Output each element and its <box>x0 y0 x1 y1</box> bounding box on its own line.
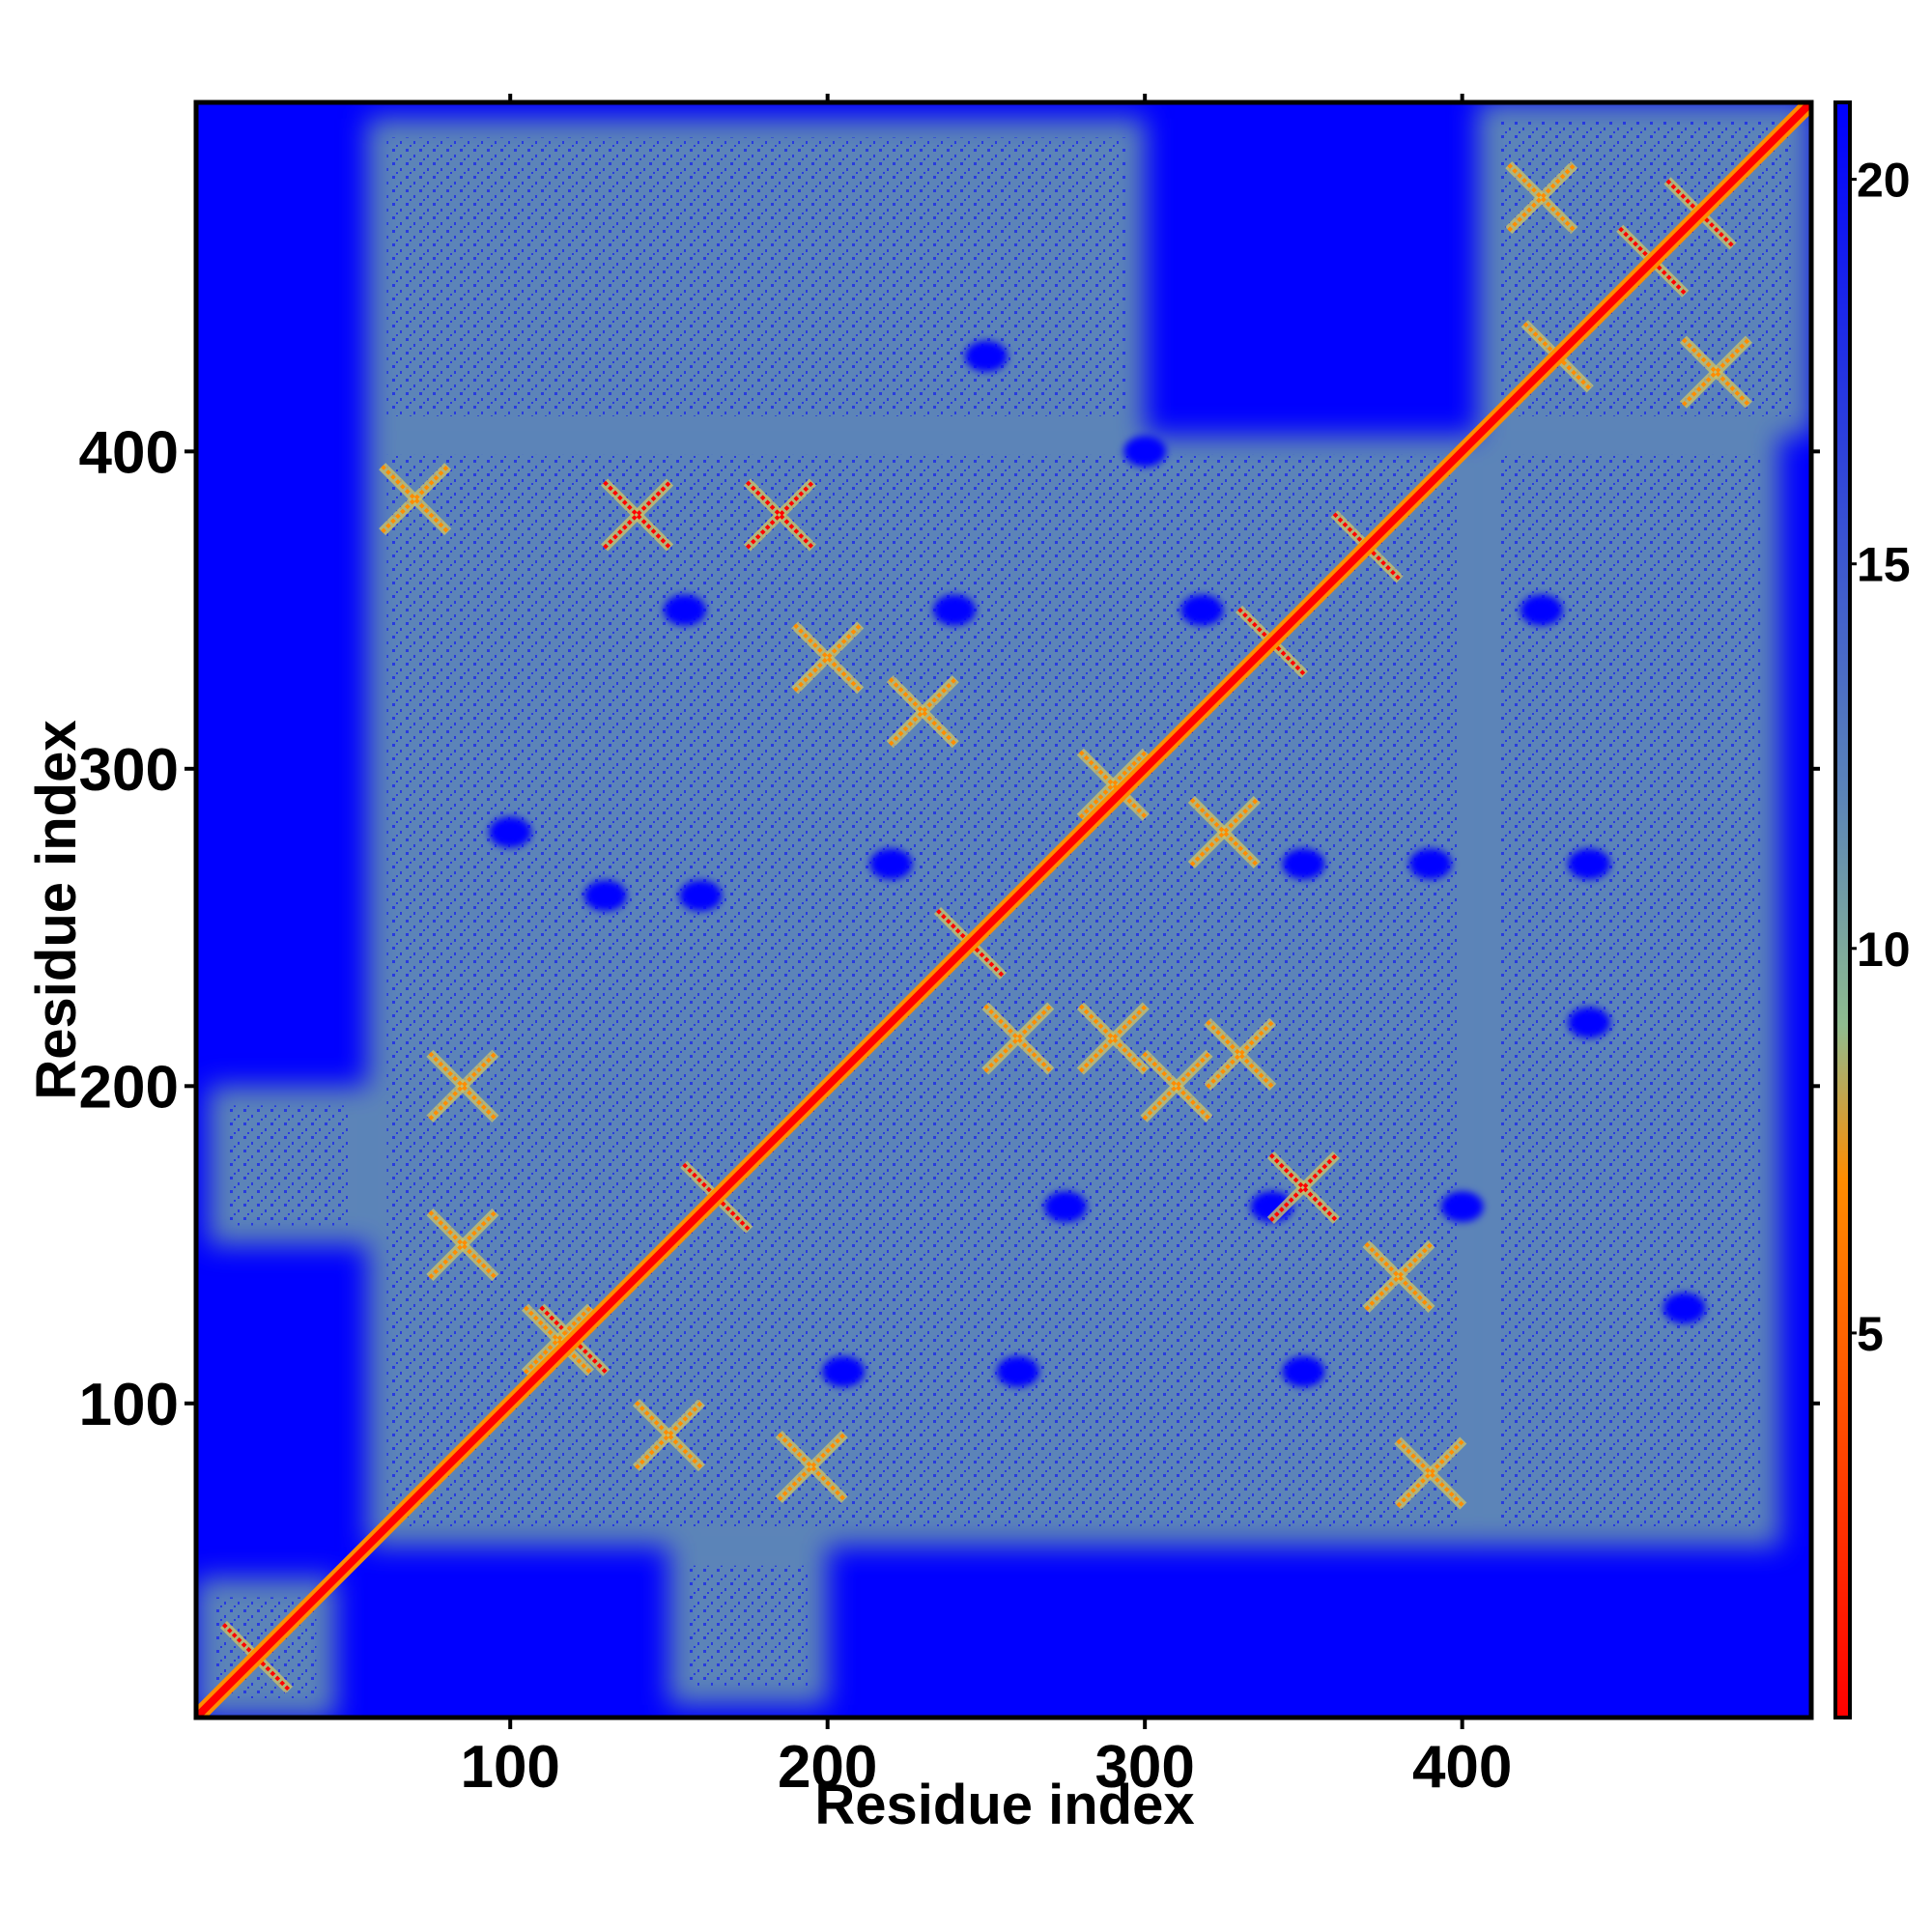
void-patch <box>1282 277 1325 309</box>
contact-mark <box>428 1210 497 1279</box>
contact-mark <box>1507 163 1577 232</box>
contact-mark <box>1364 1241 1434 1311</box>
contact-mark <box>1682 337 1750 407</box>
contact-mark <box>1078 1004 1148 1073</box>
void-patch <box>964 340 1008 372</box>
void-patch <box>1408 848 1452 880</box>
contact-mark <box>1522 322 1592 391</box>
void-patch <box>1568 848 1611 880</box>
contact-mark <box>539 1305 609 1375</box>
contact-mark <box>1332 512 1402 582</box>
contact-mark <box>1396 1438 1465 1508</box>
contact-mark <box>777 1433 846 1501</box>
void-patch <box>583 880 627 912</box>
contact-mark <box>793 623 863 693</box>
contact-mark <box>777 1433 846 1501</box>
y-axis-ticks: 100 200 300 400 <box>79 419 1820 1438</box>
contact-mark <box>1206 1020 1275 1089</box>
x-tick-label: 100 <box>460 1734 559 1801</box>
contact-mark <box>1364 1241 1434 1311</box>
y-axis-title: Residue index <box>25 720 88 1099</box>
contact-mark <box>1189 798 1259 867</box>
contact-mark <box>1618 226 1688 296</box>
colorbar-tick-label: 20 <box>1857 154 1911 208</box>
contact-mark <box>1396 1438 1465 1508</box>
contact-mark <box>603 480 672 550</box>
contact-mark <box>603 480 672 550</box>
colorbar-ticks: 5 10 15 20 <box>1850 154 1911 1361</box>
speckle-patch <box>228 1105 349 1226</box>
contact-mark <box>983 1004 1053 1073</box>
void-patch <box>1044 1191 1088 1223</box>
y-tick-label: 200 <box>79 1054 179 1121</box>
contact-mark <box>524 1305 592 1375</box>
y-tick-label: 400 <box>79 419 179 486</box>
colorbar <box>1833 100 1852 1719</box>
void-patch <box>869 848 913 880</box>
contact-mark <box>1078 1004 1148 1073</box>
void-patch <box>1282 848 1325 880</box>
contact-mark <box>746 480 814 550</box>
void-patch <box>1180 594 1224 626</box>
plot-frame <box>193 99 1814 1720</box>
speckle-patch <box>688 1565 809 1686</box>
contact-mark <box>793 623 863 693</box>
heatmap-layer <box>196 102 1811 1718</box>
void-patch <box>822 1355 866 1387</box>
contact-mark <box>428 1051 497 1121</box>
contact-mark <box>381 465 450 534</box>
contact-mark <box>524 1305 592 1375</box>
contact-mark <box>1237 608 1306 676</box>
colorbar-tick-label: 10 <box>1857 923 1911 977</box>
contact-mark <box>1269 1153 1338 1222</box>
void-patch <box>1662 1293 1706 1324</box>
contact-mark <box>682 1162 752 1232</box>
x-tick-label: 300 <box>1094 1734 1194 1801</box>
y-tick-label: 300 <box>79 737 179 804</box>
void-patch <box>1123 436 1167 468</box>
void-patch <box>1282 1355 1325 1387</box>
void-patch <box>933 594 977 626</box>
x-tick-label: 200 <box>778 1734 877 1801</box>
contact-mark <box>888 677 957 747</box>
contact-mark <box>1507 163 1577 232</box>
colorbar-tick-label: 15 <box>1857 538 1911 592</box>
void-group <box>489 277 1706 1387</box>
x-axis-title: Residue index <box>814 1774 1194 1836</box>
contact-mark <box>1665 179 1735 248</box>
contact-mark <box>1682 337 1750 407</box>
void-patch <box>679 880 723 912</box>
x-tick-label: 400 <box>1412 1734 1512 1801</box>
colorbar-tick-label: 5 <box>1857 1307 1884 1361</box>
void-patch <box>663 594 706 626</box>
contact-mark <box>936 909 1005 978</box>
contact-mark <box>221 1623 291 1692</box>
contact-mark <box>635 1401 703 1470</box>
contact-mark <box>888 677 957 747</box>
x-axis-ticks: 100 200 300 400 <box>460 94 1512 1801</box>
contact-mark <box>1078 750 1148 819</box>
contact-mark <box>983 1004 1053 1073</box>
contact-mark <box>428 1210 497 1279</box>
contact-mark <box>746 480 814 550</box>
speckle-patch <box>386 137 1126 416</box>
contact-mark <box>1189 798 1259 867</box>
contact-mark <box>428 1051 497 1121</box>
void-patch <box>996 1355 1039 1387</box>
contact-mark <box>1206 1020 1275 1089</box>
y-tick-label: 100 <box>79 1372 179 1438</box>
contact-mark <box>1078 750 1148 819</box>
contact-mark <box>1269 1153 1338 1222</box>
contact-mark <box>1142 1051 1211 1121</box>
contact-mark <box>635 1401 703 1470</box>
void-patch <box>489 816 532 848</box>
void-patch <box>1520 594 1563 626</box>
void-patch <box>1440 1191 1484 1223</box>
speckle-patch <box>1497 454 1761 1527</box>
contact-mark <box>381 465 450 534</box>
contact-mark <box>1142 1051 1211 1121</box>
diagonal-line <box>196 102 1811 1718</box>
void-patch <box>1568 1007 1611 1038</box>
